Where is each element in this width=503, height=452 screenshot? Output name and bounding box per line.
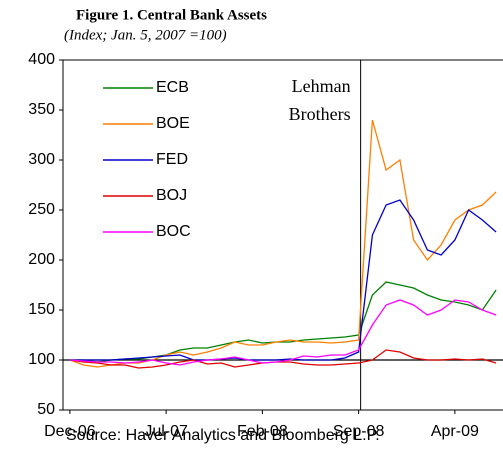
legend-label: BOE — [156, 115, 190, 132]
annotation: Brothers — [289, 104, 351, 124]
legend-label: BOC — [156, 223, 191, 240]
series-line — [69, 299, 497, 366]
series-line — [69, 349, 497, 369]
series-line — [69, 119, 497, 368]
x-tick-label: Sep-08 — [333, 423, 385, 440]
source-note: Source: Haver Analytics and Bloomberg L.… — [66, 427, 380, 444]
legend-label: BOJ — [156, 187, 187, 204]
x-tick-label: Dec-06 — [44, 423, 96, 440]
chart-title: Figure 1. Central Bank Assets — [76, 7, 267, 23]
x-tick-label: Apr-09 — [431, 423, 479, 440]
x-tick-label: Jul-07 — [144, 423, 188, 440]
y-tick-label: 250 — [28, 201, 55, 218]
x-tick-label: Feb-08 — [237, 423, 288, 440]
y-tick-label: 100 — [28, 351, 55, 368]
series-line — [69, 199, 497, 361]
legend-label: FED — [156, 151, 188, 168]
y-tick-label: 300 — [28, 151, 55, 168]
series-line — [69, 281, 497, 363]
y-tick-label: 200 — [28, 251, 55, 268]
y-tick-label: 350 — [28, 101, 55, 118]
y-tick-label: 400 — [28, 51, 55, 68]
annotation: Lehman — [292, 76, 351, 96]
y-tick-label: 150 — [28, 301, 55, 318]
legend-label: ECB — [156, 79, 189, 96]
y-tick-label: 50 — [37, 401, 55, 418]
chart-subtitle: (Index; Jan. 5, 2007 =100) — [64, 27, 227, 43]
plot-frame — [62, 59, 503, 411]
